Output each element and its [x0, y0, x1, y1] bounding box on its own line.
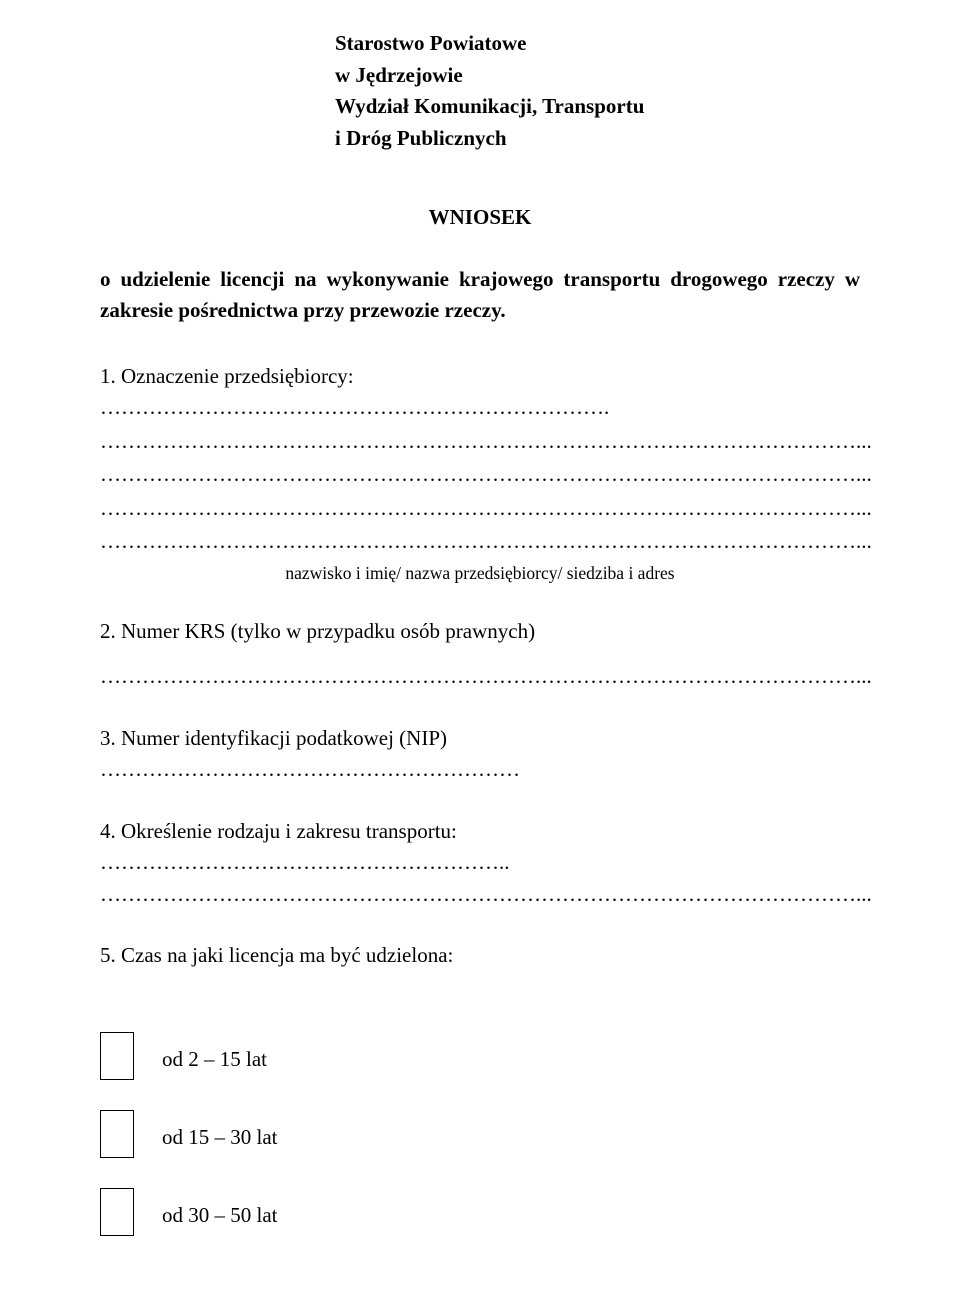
checkbox-option-3[interactable] — [100, 1188, 134, 1236]
intro-paragraph: o udzielenie licencji na wykonywanie kra… — [100, 264, 860, 327]
q1-dots-2: ………………………………………………………………………………………………... — [100, 426, 860, 458]
question-3: 3. Numer identyfikacji podatkowej (NIP) … — [100, 723, 860, 786]
q1-dots-3: ………………………………………………………………………………………………... — [100, 459, 860, 491]
question-2: 2. Numer KRS (tylko w przypadku osób pra… — [100, 616, 860, 693]
document-title: WNIOSEK — [100, 202, 860, 234]
header-line-1: Starostwo Powiatowe — [335, 28, 860, 60]
option-1-label: od 2 – 15 lat — [162, 1044, 267, 1080]
question-1: 1. Oznaczenie przedsiębiorcy: …………………………… — [100, 361, 860, 586]
option-2-label: od 15 – 30 lat — [162, 1122, 278, 1158]
q3-label: 3. Numer identyfikacji podatkowej (NIP) … — [100, 723, 860, 786]
q1-dots-5: ………………………………………………………………………………………………... — [100, 526, 860, 558]
question-4: 4. Określenie rodzaju i zakresu transpor… — [100, 816, 860, 911]
header-line-2: w Jędrzejowie — [335, 60, 860, 92]
checkbox-option-2[interactable] — [100, 1110, 134, 1158]
q4-label: 4. Określenie rodzaju i zakresu transpor… — [100, 816, 860, 879]
header-line-4: i Dróg Publicznych — [335, 123, 860, 155]
option-3-label: od 30 – 50 lat — [162, 1200, 278, 1236]
q1-label: 1. Oznaczenie przedsiębiorcy: …………………………… — [100, 361, 860, 424]
q1-caption: nazwisko i imię/ nazwa przedsiębiorcy/ s… — [100, 560, 860, 586]
q2-dots: ………………………………………………………………………………………………... — [100, 661, 860, 693]
recipient-header: Starostwo Powiatowe w Jędrzejowie Wydzia… — [335, 28, 860, 154]
document-page: Starostwo Powiatowe w Jędrzejowie Wydzia… — [0, 0, 960, 1306]
q2-label: 2. Numer KRS (tylko w przypadku osób pra… — [100, 616, 860, 648]
header-line-3: Wydział Komunikacji, Transportu — [335, 91, 860, 123]
q4-dots: ………………………………………………………………………………………………... — [100, 879, 860, 911]
checkbox-option-1[interactable] — [100, 1032, 134, 1080]
question-5: 5. Czas na jaki licencja ma być udzielon… — [100, 940, 860, 972]
q5-label: 5. Czas na jaki licencja ma być udzielon… — [100, 940, 860, 972]
option-3-row: od 30 – 50 lat — [100, 1188, 860, 1236]
option-1-row: od 2 – 15 lat — [100, 1032, 860, 1080]
option-2-row: od 15 – 30 lat — [100, 1110, 860, 1158]
q1-dots-4: ………………………………………………………………………………………………... — [100, 493, 860, 525]
